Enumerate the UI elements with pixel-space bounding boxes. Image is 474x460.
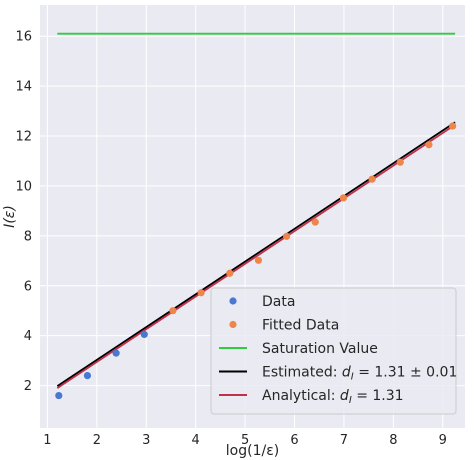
series-layer: [55, 32, 457, 400]
legend-label-symbol: d: [342, 365, 351, 381]
x-tick-label: 5: [241, 433, 249, 448]
scatter-point-1: [449, 122, 457, 130]
series-line-1: [56, 121, 456, 387]
legend-label-2: Saturation Value: [262, 341, 378, 357]
y-axis-label: I(ε): [2, 205, 18, 228]
scatter-point-0: [112, 349, 120, 357]
legend-label-symbol: d: [340, 388, 349, 404]
y-tick-label: 12: [15, 130, 32, 145]
x-tick-label: 9: [439, 433, 447, 448]
x-tick-label: 1: [43, 433, 51, 448]
y-tick-labels: 2 4 6 8 10 12 14 16: [15, 30, 32, 394]
x-axis-label: log(1/ε): [226, 443, 279, 459]
scatter-point-0: [55, 391, 63, 400]
scatter-point-0: [140, 330, 148, 339]
legend-label-1: Fitted Data: [262, 318, 339, 334]
x-tick-label: 7: [340, 433, 348, 448]
legend-label-4: Analytical: dI = 1.31: [262, 388, 404, 406]
scatter-point-0: [83, 371, 92, 380]
x-tick-label: 8: [389, 433, 397, 448]
legend-label-0: Data: [262, 294, 295, 310]
x-tick-label: 2: [93, 433, 101, 448]
scatter-point-1: [311, 218, 319, 226]
scatter-point-1: [282, 232, 291, 240]
scatter-point-1: [254, 256, 263, 264]
y-tick-label: 8: [24, 229, 32, 244]
y-tick-label: 10: [15, 179, 32, 194]
legend-marker-1: [229, 320, 237, 329]
x-tick-label: 3: [142, 433, 150, 448]
legend-label-value: = 1.31 ± 0.01: [354, 365, 458, 381]
series-line-2: [56, 124, 456, 389]
scatter-point-1: [425, 141, 433, 149]
y-tick-label: 14: [15, 80, 32, 95]
y-tick-label: 4: [24, 329, 32, 344]
scatter-point-1: [226, 269, 234, 277]
x-tick-labels: 1 2 3 4 5 6 7 8 9: [43, 433, 447, 448]
legend-label-subscript: I: [351, 372, 354, 383]
legend-label-prefix: Estimated:: [262, 365, 342, 381]
scatter-point-1: [169, 307, 177, 315]
legend: Data Fitted Data Saturation Value Estimated…: [210, 287, 457, 415]
legend-label-subscript: I: [349, 395, 352, 406]
scatter-point-1: [197, 289, 205, 297]
legend-label-3: Estimated: dI = 1.31 ± 0.01: [262, 365, 457, 383]
x-tick-label: 4: [192, 433, 200, 448]
legend-box: [210, 287, 457, 415]
scatter-point-1: [368, 175, 376, 183]
y-tick-label: 2: [24, 379, 32, 394]
x-tick-label: 6: [290, 433, 298, 448]
legend-marker-0: [229, 297, 237, 305]
y-tick-label: 16: [15, 30, 32, 45]
legend-label-prefix: Analytical:: [262, 388, 340, 404]
scatter-point-1: [339, 194, 348, 202]
scatter-point-1: [396, 158, 404, 166]
legend-label-value: = 1.31: [352, 388, 404, 404]
y-tick-label: 6: [24, 279, 32, 294]
